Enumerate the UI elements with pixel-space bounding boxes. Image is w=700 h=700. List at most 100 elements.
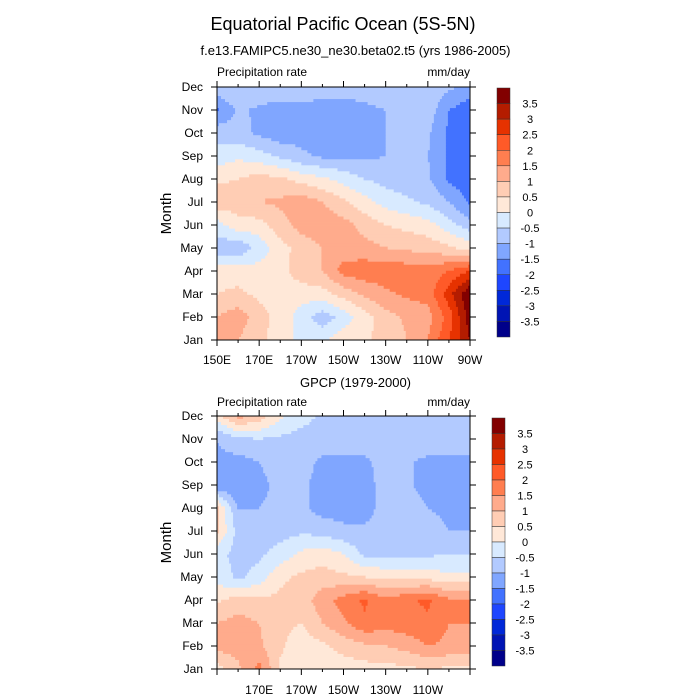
contour-cell — [447, 117, 471, 121]
contour-cell — [265, 578, 290, 583]
contour-cell — [343, 216, 373, 220]
contour-cell — [327, 288, 352, 293]
contour-cell — [465, 309, 471, 314]
contour-cell — [231, 653, 268, 658]
contour-cell — [385, 123, 433, 127]
contour-cell — [345, 554, 364, 558]
contour-cell — [413, 198, 447, 202]
contour-cell — [355, 276, 441, 281]
contour-cell — [233, 614, 246, 619]
contour-cell — [373, 629, 395, 634]
contour-cell — [295, 309, 322, 314]
contour-cell — [263, 150, 308, 154]
contour-cell — [281, 434, 471, 438]
contour-cell — [287, 638, 320, 643]
contour-cell — [387, 246, 457, 251]
contour-cell — [295, 144, 387, 148]
contour-cell — [263, 467, 314, 471]
contour-cell — [435, 512, 471, 516]
contour-cell — [335, 629, 364, 634]
contour-cell — [293, 336, 330, 341]
contour-cell — [285, 641, 326, 646]
contour-cell — [293, 554, 346, 558]
contour-cell — [217, 195, 284, 199]
contour-cell — [467, 228, 471, 232]
contour-cell — [217, 336, 240, 341]
contour-cell — [433, 554, 471, 558]
contour-cell — [309, 500, 377, 504]
contour-cell — [289, 261, 322, 266]
contour-cell — [217, 440, 471, 444]
contour-cell — [277, 542, 350, 546]
contour-cell — [323, 201, 350, 205]
contour-cell — [249, 108, 385, 112]
y-tick-label: Mar — [182, 616, 203, 630]
contour-cell — [231, 210, 284, 214]
contour-cell — [217, 231, 252, 235]
contour-cell — [385, 129, 433, 133]
contour-cell — [293, 276, 330, 281]
contour-cell — [443, 195, 465, 199]
contour-cell — [231, 566, 252, 571]
contour-cell — [225, 506, 232, 510]
y-tick-label: Feb — [182, 639, 203, 653]
contour-cell — [305, 626, 330, 631]
contour-cell — [253, 294, 338, 299]
contour-cell — [279, 587, 322, 592]
contour-field — [217, 416, 471, 670]
contour-cell — [429, 144, 447, 148]
contour-cell — [305, 234, 364, 238]
contour-cell — [325, 189, 356, 193]
contour-cell — [271, 138, 387, 142]
contour-cell — [453, 297, 463, 302]
contour-cell — [217, 665, 224, 670]
contour-cell — [437, 279, 453, 284]
contour-cell — [315, 461, 373, 465]
panel-subtitle: f.e13.FAMIPC5.ne30_ne30.beta02.t5 (yrs 1… — [200, 43, 510, 58]
contour-cell — [217, 237, 228, 242]
contour-cell — [217, 422, 222, 426]
x-tick-label: 90W — [458, 353, 483, 367]
contour-cell — [343, 614, 471, 619]
contour-cell — [431, 312, 443, 317]
contour-cell — [237, 416, 244, 420]
contour-cell — [261, 635, 288, 640]
contour-cell — [217, 497, 224, 501]
contour-cell — [429, 605, 471, 610]
contour-cell — [217, 288, 226, 293]
contour-cell — [333, 333, 373, 338]
contour-cell — [439, 333, 451, 338]
contour-cell — [247, 321, 270, 326]
contour-cell — [451, 318, 461, 323]
variable-label: Precipitation rate — [217, 395, 307, 409]
contour-cell — [431, 509, 471, 513]
contour-cell — [233, 452, 471, 456]
colorbar-label: -2.5 — [521, 285, 540, 297]
contour-cell — [427, 303, 439, 308]
contour-cell — [365, 309, 391, 314]
contour-cell — [223, 536, 234, 540]
contour-cell — [465, 318, 471, 323]
contour-cell — [227, 500, 236, 504]
contour-cell — [309, 506, 377, 510]
contour-cell — [441, 309, 453, 314]
contour-cell — [217, 216, 256, 220]
contour-cell — [371, 461, 415, 465]
contour-cell — [231, 548, 270, 552]
contour-cell — [217, 114, 234, 118]
contour-cell — [239, 336, 268, 341]
contour-cell — [267, 243, 288, 248]
contour-cell — [261, 503, 310, 507]
contour-cell — [227, 527, 236, 531]
contour-cell — [465, 315, 471, 320]
contour-cell — [217, 120, 228, 124]
contour-cell — [217, 581, 262, 586]
colorbar-label: -2 — [520, 599, 530, 611]
contour-cell — [219, 542, 234, 546]
contour-cell — [247, 422, 276, 426]
contour-cell — [385, 114, 435, 118]
contour-cell — [217, 623, 260, 628]
contour-cell — [457, 309, 467, 314]
contour-cell — [429, 584, 471, 589]
contour-cell — [401, 228, 445, 232]
